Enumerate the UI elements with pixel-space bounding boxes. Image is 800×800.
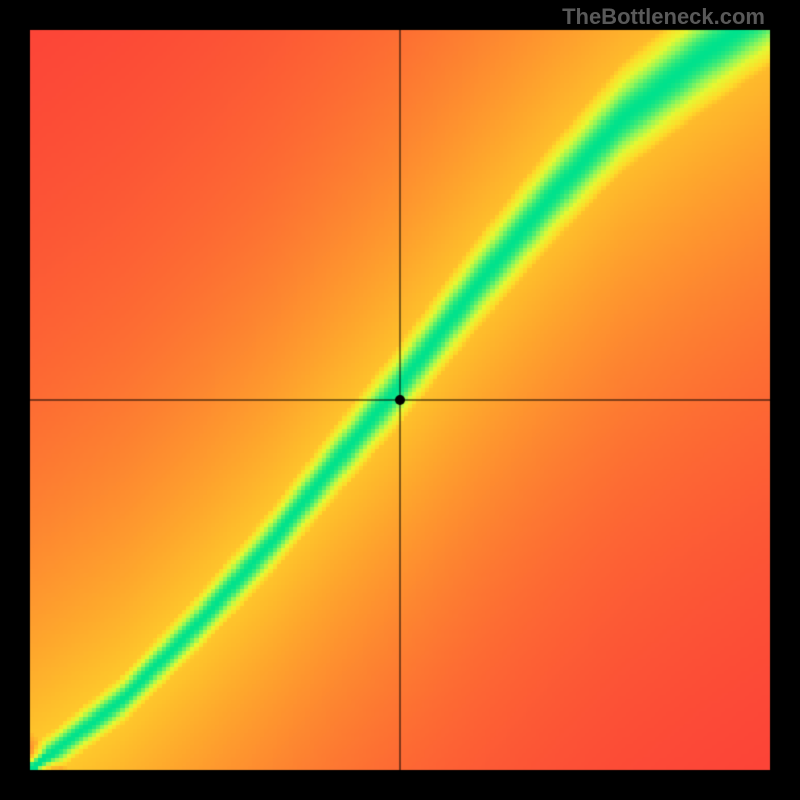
chart-container: TheBottleneck.com xyxy=(0,0,800,800)
heatmap-canvas xyxy=(0,0,800,800)
watermark-text: TheBottleneck.com xyxy=(562,4,765,30)
